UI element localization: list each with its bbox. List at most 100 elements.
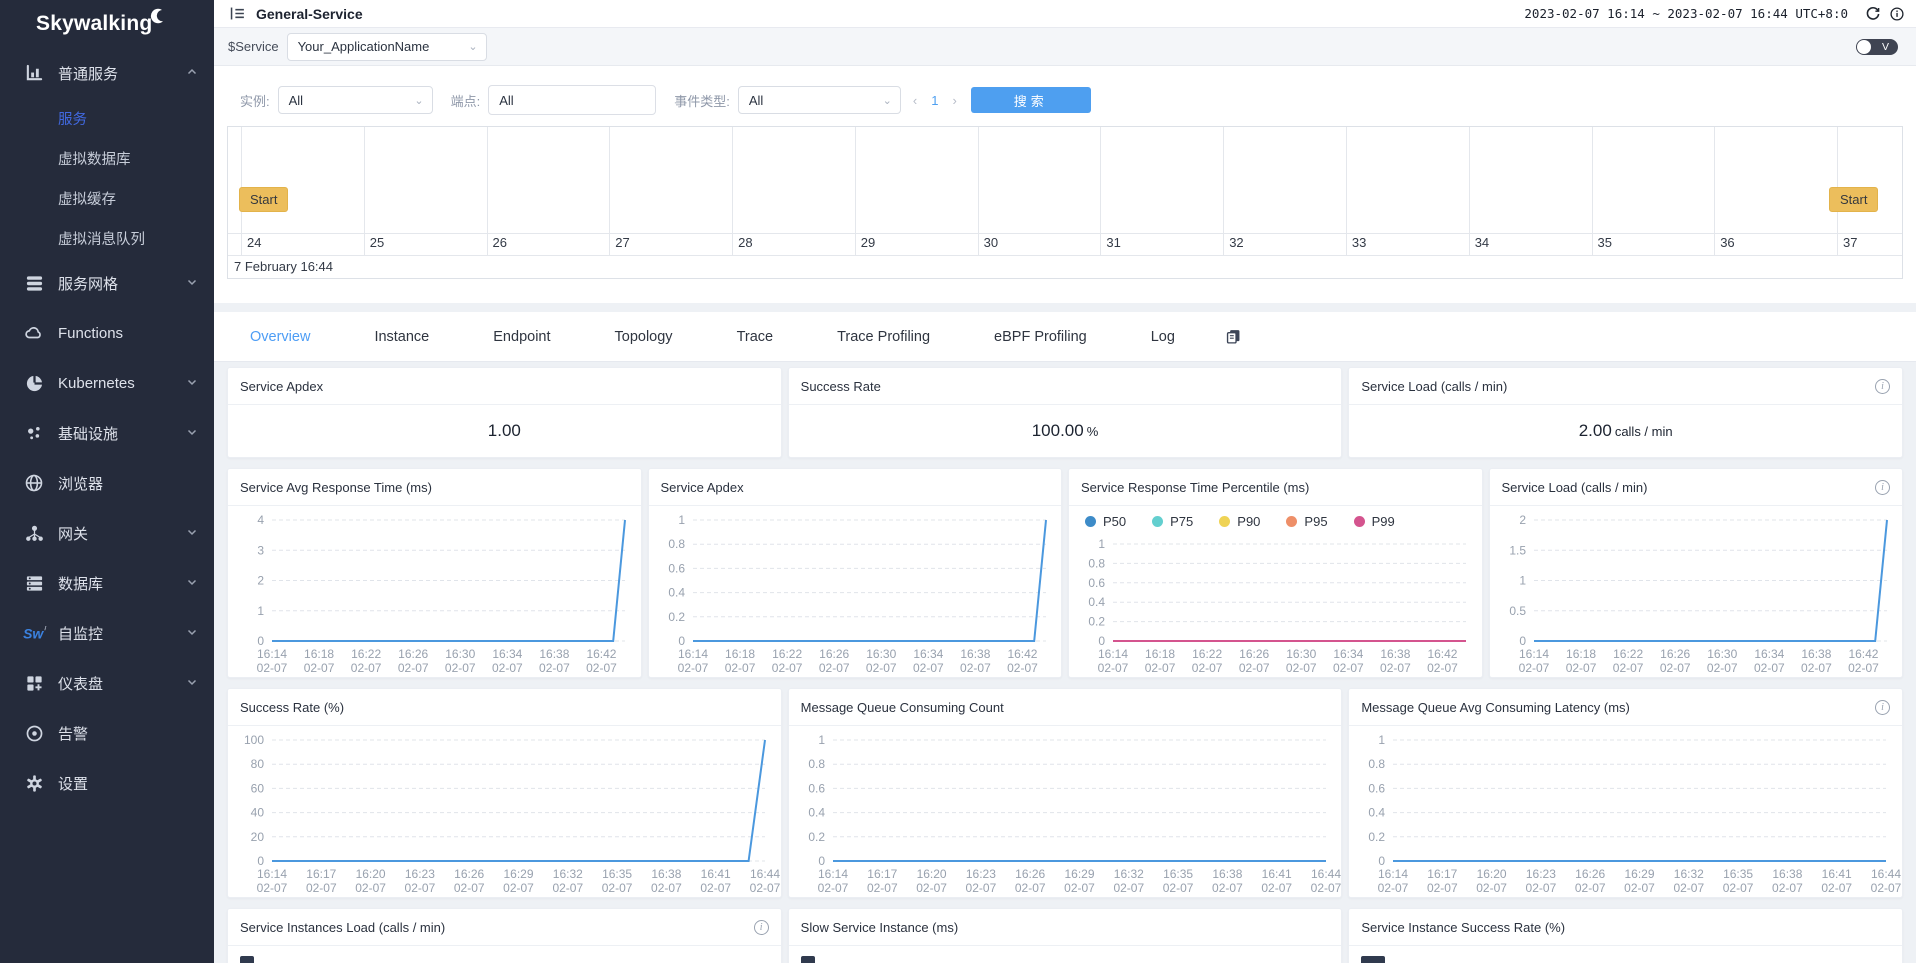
sidebar-item-服务网格[interactable]: 服务网格 xyxy=(0,258,214,308)
line-chart-canvas[interactable]: 00.20.40.60.8116:1402-0716:1802-0716:220… xyxy=(1069,536,1482,678)
version-toggle[interactable]: V xyxy=(1856,39,1898,55)
info-icon[interactable] xyxy=(1888,5,1906,23)
app-logo-text: Skywalking xyxy=(36,12,152,36)
card-title-bar: Success Rate xyxy=(789,368,1342,405)
toggle-knob xyxy=(1857,40,1871,54)
svg-text:02-07: 02-07 xyxy=(1427,881,1458,895)
svg-text:02-07: 02-07 xyxy=(1871,881,1902,895)
tab-endpoint[interactable]: Endpoint xyxy=(493,329,550,345)
app-logo[interactable]: Skywalking xyxy=(0,0,214,48)
metric-cards-row: Service Apdex1.00Success Rate100.00%Serv… xyxy=(227,367,1903,458)
svg-text:16:35: 16:35 xyxy=(1723,867,1753,881)
timeline-event-start-badge[interactable]: Start xyxy=(1829,187,1878,212)
sidebar-item-设置[interactable]: 设置 xyxy=(0,758,214,808)
sidebar-item-自监控[interactable]: Swⁱ自监控 xyxy=(0,608,214,658)
svg-text:0: 0 xyxy=(257,634,264,648)
svg-text:02-07: 02-07 xyxy=(1674,881,1705,895)
svg-text:16:35: 16:35 xyxy=(1163,867,1193,881)
pagination-page[interactable]: 1 xyxy=(931,93,938,108)
service-select[interactable]: Your_ApplicationName ⌄ xyxy=(287,33,487,61)
card-info-icon[interactable]: i xyxy=(754,920,769,935)
legend-dot xyxy=(1152,516,1163,527)
svg-text:16:30: 16:30 xyxy=(1286,647,1316,661)
event-type-filter-select[interactable]: All ⌄ xyxy=(738,86,901,114)
sidebar-item-kubernetes[interactable]: Kubernetes xyxy=(0,358,214,408)
svg-text:16:44: 16:44 xyxy=(1871,867,1901,881)
endpoint-filter-input[interactable]: All xyxy=(488,85,656,115)
tab-log[interactable]: Log xyxy=(1151,329,1175,345)
card-title-bar: Service Apdex xyxy=(228,368,781,405)
svg-text:16:30: 16:30 xyxy=(1707,647,1737,661)
sidebar-subitem-虚拟缓存[interactable]: 虚拟缓存 xyxy=(0,178,214,218)
card-title-bar: Success Rate (%) xyxy=(228,689,781,726)
svg-text:16:14: 16:14 xyxy=(1098,647,1128,661)
service-var-label: $Service xyxy=(228,39,279,54)
svg-text:16:23: 16:23 xyxy=(966,867,996,881)
card-message-queue-avg-consuming-latency-ms: Message Queue Avg Consuming Latency (ms)… xyxy=(1348,688,1903,898)
tab-trace[interactable]: Trace xyxy=(737,329,774,345)
svg-text:16:14: 16:14 xyxy=(257,867,287,881)
line-chart-canvas[interactable]: 02040608010016:1402-0716:1702-0716:2002-… xyxy=(228,726,781,898)
tab-overview[interactable]: Overview xyxy=(250,329,310,345)
sidebar-menu: 普通服务服务虚拟数据库虚拟缓存虚拟消息队列服务网格FunctionsKubern… xyxy=(0,48,214,808)
sidebar-subitem-虚拟数据库[interactable]: 虚拟数据库 xyxy=(0,138,214,178)
line-chart-canvas[interactable]: 0123416:1402-0716:1802-0716:2202-0716:26… xyxy=(228,506,641,678)
event-timeline-canvas[interactable]: 2425262728293031323334353637StartStart7 … xyxy=(227,126,1903,279)
globe-icon xyxy=(24,473,44,493)
pagination-prev-icon[interactable]: ‹ xyxy=(913,93,917,108)
card-service-instances-load-calls-min: Service Instances Load (calls / min)i xyxy=(227,908,782,963)
line-chart-canvas[interactable]: 00.511.5216:1402-0716:1802-0716:2202-071… xyxy=(1490,506,1903,678)
sidebar-item-普通服务[interactable]: 普通服务 xyxy=(0,48,214,98)
svg-text:02-07: 02-07 xyxy=(1848,661,1879,675)
timeline-axis-label: 31 xyxy=(1106,235,1120,250)
timeline-gridline xyxy=(732,127,733,255)
clipped-card-content xyxy=(801,956,815,963)
pagination-next-icon[interactable]: › xyxy=(952,93,956,108)
tab-topology[interactable]: Topology xyxy=(615,329,673,345)
sidebar-subitem-服务[interactable]: 服务 xyxy=(0,98,214,138)
svg-text:16:14: 16:14 xyxy=(1378,867,1408,881)
card-info-icon[interactable]: i xyxy=(1875,480,1890,495)
sidebar-item-告警[interactable]: 告警 xyxy=(0,708,214,758)
svg-text:02-07: 02-07 xyxy=(1239,661,1270,675)
legend-item-p99[interactable]: P99 xyxy=(1354,514,1395,529)
card-info-icon[interactable]: i xyxy=(1875,379,1890,394)
search-button[interactable]: 搜索 xyxy=(971,87,1091,113)
time-range[interactable]: 2023-02-07 16:14 ~ 2023-02-07 16:44 UTC+… xyxy=(1524,6,1848,21)
chevron-down-icon xyxy=(186,525,198,542)
sidebar-item-网关[interactable]: 网关 xyxy=(0,508,214,558)
instance-filter-select[interactable]: All ⌄ xyxy=(278,86,433,114)
svg-text:16:26: 16:26 xyxy=(1660,647,1690,661)
sidebar-subitem-虚拟消息队列[interactable]: 虚拟消息队列 xyxy=(0,218,214,258)
svg-text:02-07: 02-07 xyxy=(445,661,476,675)
chevron-down-icon xyxy=(186,575,198,592)
tab-ebpf-profiling[interactable]: eBPF Profiling xyxy=(994,329,1087,345)
card-info-icon[interactable]: i xyxy=(1875,700,1890,715)
svg-text:16:30: 16:30 xyxy=(445,647,475,661)
legend-item-p95[interactable]: P95 xyxy=(1286,514,1327,529)
refresh-icon[interactable] xyxy=(1864,5,1882,23)
line-chart-canvas[interactable]: 00.20.40.60.8116:1402-0716:1702-0716:200… xyxy=(789,726,1342,898)
line-chart-canvas[interactable]: 00.20.40.60.8116:1402-0716:1802-0716:220… xyxy=(649,506,1062,678)
legend-item-p75[interactable]: P75 xyxy=(1152,514,1193,529)
tabs-pages-icon[interactable] xyxy=(1225,328,1243,346)
svg-text:16:44: 16:44 xyxy=(750,867,780,881)
sidebar-collapse-icon[interactable] xyxy=(228,5,246,23)
sidebar-item-浏览器[interactable]: 浏览器 xyxy=(0,458,214,508)
legend-item-p50[interactable]: P50 xyxy=(1085,514,1126,529)
sidebar-item-仪表盘[interactable]: 仪表盘 xyxy=(0,658,214,708)
sidebar-item-基础设施[interactable]: 基础设施 xyxy=(0,408,214,458)
svg-text:16:32: 16:32 xyxy=(1113,867,1143,881)
tab-instance[interactable]: Instance xyxy=(374,329,429,345)
legend-item-p90[interactable]: P90 xyxy=(1219,514,1260,529)
legend-label: P90 xyxy=(1237,514,1260,529)
tab-trace-profiling[interactable]: Trace Profiling xyxy=(837,329,930,345)
timeline-event-start-badge[interactable]: Start xyxy=(239,187,288,212)
svg-text:02-07: 02-07 xyxy=(1145,661,1176,675)
sidebar-item-数据库[interactable]: 数据库 xyxy=(0,558,214,608)
svg-text:16:38: 16:38 xyxy=(1212,867,1242,881)
line-chart-canvas[interactable]: 00.20.40.60.8116:1402-0716:1702-0716:200… xyxy=(1349,726,1902,898)
svg-text:16:18: 16:18 xyxy=(1145,647,1175,661)
sidebar-item-functions[interactable]: Functions xyxy=(0,308,214,358)
svg-text:02-07: 02-07 xyxy=(1015,881,1046,895)
